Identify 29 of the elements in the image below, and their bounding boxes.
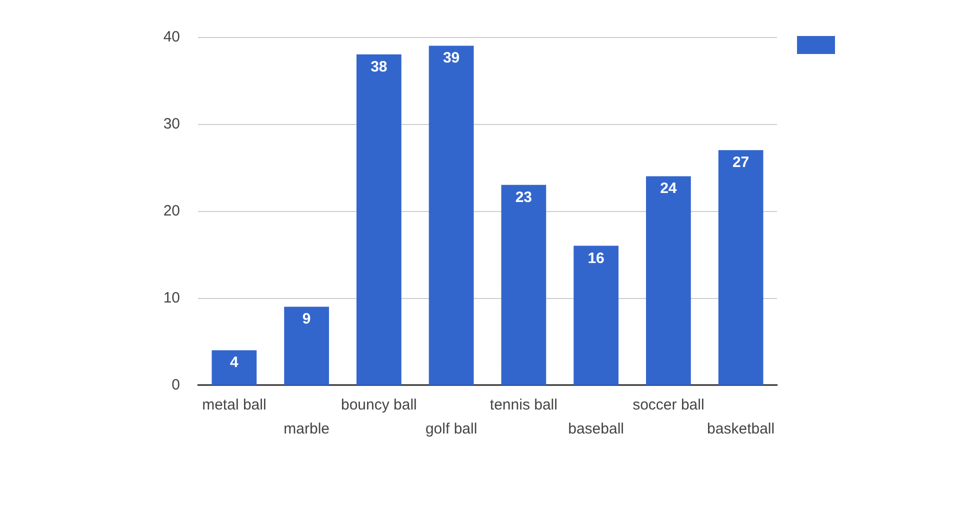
bar (212, 350, 257, 385)
x-tick-label: bouncy ball (340, 396, 417, 414)
bar (284, 306, 329, 385)
data-label: 27 (732, 154, 750, 172)
data-label: 24 (660, 180, 678, 198)
x-tick-label: baseball (568, 420, 624, 438)
y-tick-label: 10 (163, 290, 180, 306)
bar (574, 246, 618, 385)
y-tick-label: 30 (163, 116, 180, 132)
data-label: 16 (588, 250, 604, 267)
bar (428, 46, 474, 385)
y-tick-label: 20 (163, 202, 180, 220)
x-tick-label: soccer ball (632, 396, 704, 414)
bar (356, 54, 402, 385)
y-tick-label: 0 (172, 376, 180, 394)
x-tick-label: marble (284, 420, 330, 438)
data-label: 38 (370, 58, 388, 76)
bar (646, 176, 691, 385)
data-label: 39 (442, 50, 460, 67)
x-tick-label: metal ball (202, 396, 266, 414)
y-tick-label: 40 (163, 28, 180, 46)
bar (501, 184, 546, 385)
data-label: 4 (230, 354, 240, 372)
data-label: 23 (515, 188, 532, 206)
x-tick-label: basketball (707, 420, 775, 438)
bar (718, 150, 764, 385)
x-tick-label: golf ball (425, 420, 478, 438)
x-tick-label: tennis ball (490, 396, 558, 414)
data-label: 9 (302, 310, 311, 328)
